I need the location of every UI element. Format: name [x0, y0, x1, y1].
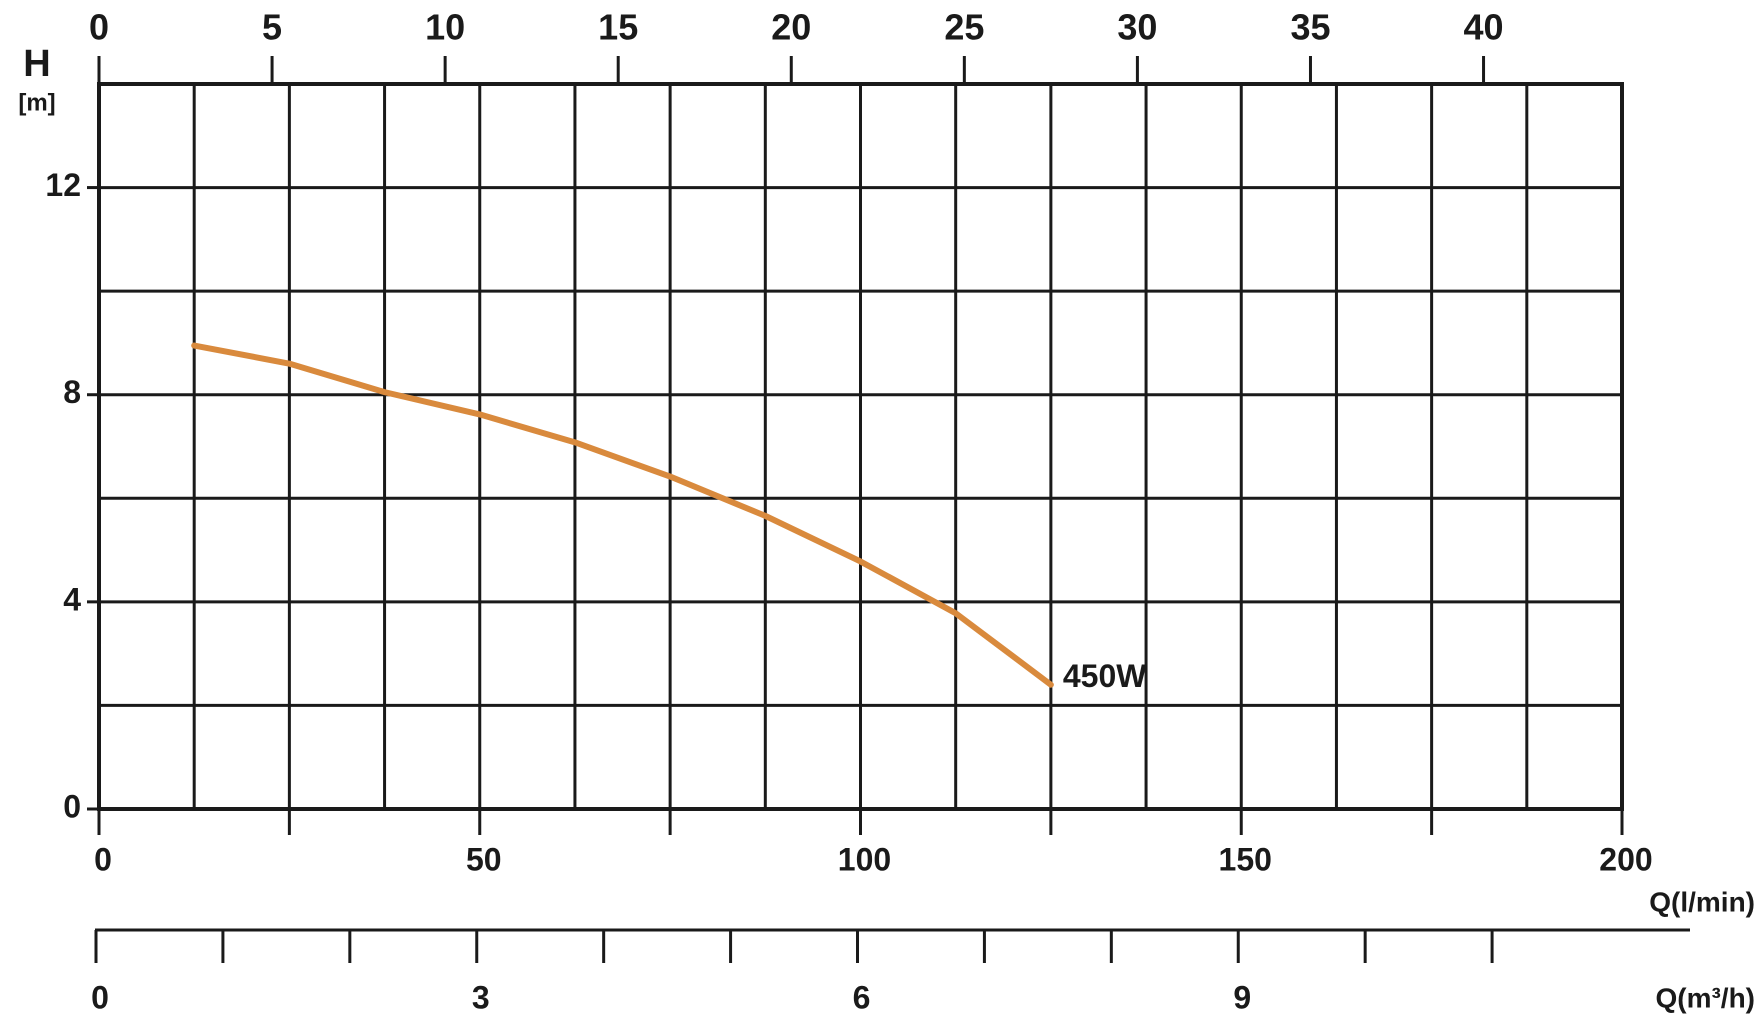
- x3-tick-label: 6: [853, 979, 871, 1015]
- x2-tick-label: 5: [262, 7, 282, 48]
- x3-tick-label: 0: [91, 979, 109, 1015]
- x3-tick-label: 9: [1233, 979, 1251, 1015]
- x3-tick-label: 3: [472, 979, 490, 1015]
- x-tick-label: 150: [1219, 841, 1272, 877]
- x3-axis-label: Q(m³/h): [1655, 982, 1755, 1013]
- y-tick-label: 0: [63, 788, 81, 824]
- y-tick-label: 4: [63, 581, 81, 617]
- x2-tick-label: 0: [89, 7, 109, 48]
- x-axis-label: Q(l/min): [1649, 886, 1755, 917]
- x-tick-label: 0: [94, 841, 112, 877]
- y-tick-label: 12: [45, 167, 81, 203]
- series-label: 450W: [1063, 658, 1147, 694]
- y-tick-label: 8: [63, 374, 81, 410]
- x2-tick-label: 35: [1290, 7, 1330, 48]
- x2-tick-label: 30: [1117, 7, 1157, 48]
- x-tick-label: 100: [838, 841, 891, 877]
- y-axis-label: H: [23, 43, 50, 85]
- x2-tick-label: 10: [425, 7, 465, 48]
- x2-tick-label: 25: [944, 7, 984, 48]
- pump-curve: [191, 342, 1054, 688]
- y-axis-unit: [m]: [18, 89, 55, 116]
- x2-tick-label: 15: [598, 7, 638, 48]
- x2-tick-label: 20: [771, 7, 811, 48]
- x2-tick-label: 40: [1464, 7, 1504, 48]
- x-tick-label: 200: [1599, 841, 1652, 877]
- x-tick-label: 50: [466, 841, 502, 877]
